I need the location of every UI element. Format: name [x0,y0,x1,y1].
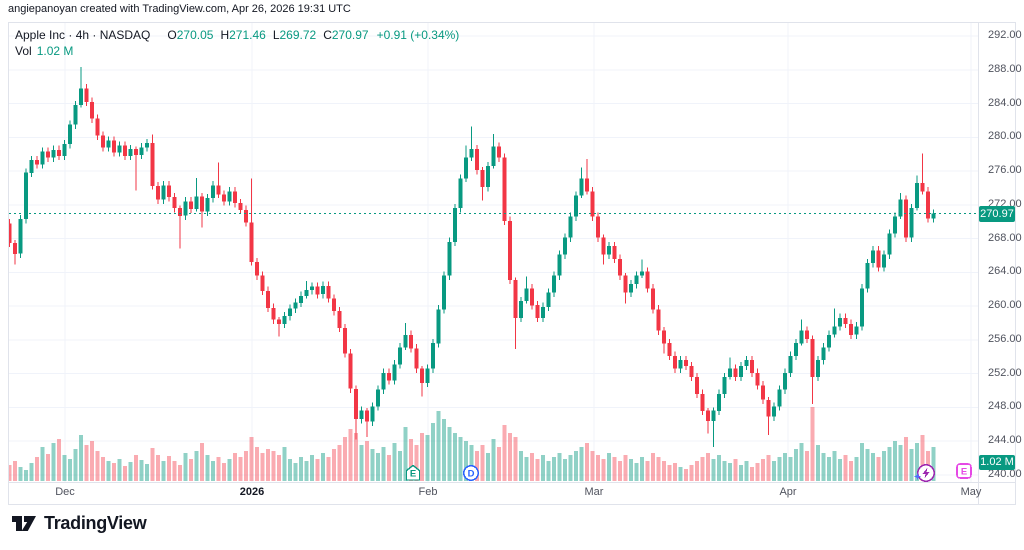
price-tick-label: 268.00 [988,231,1022,244]
price-tick-label: 248.00 [988,400,1022,413]
attribution-text: angiepanoyan created with TradingView.co… [8,3,351,15]
last-price-label: 270.97 [979,206,1015,222]
upcoming-earnings-marker[interactable]: E [956,463,972,479]
price-tick-label: 284.00 [988,96,1022,109]
price-change: +0.91 (+0.34%) [376,28,460,42]
tradingview-logo-icon [12,516,36,531]
price-tick-label: 252.00 [988,366,1022,379]
ohlc-value: 269.72 [279,28,317,42]
time-axis-separator [9,482,1015,483]
price-tick-label: 288.00 [988,62,1022,75]
time-tick-label-apr: Apr [779,486,797,498]
svg-text:E: E [410,468,416,479]
time-tick-label-feb: Feb [418,486,438,498]
time-tick-label-mar: Mar [584,486,604,498]
svg-text:D: D [468,468,475,479]
ohlc-letter: L [272,28,280,42]
svg-text:E: E [961,466,967,477]
price-tick-label: 264.00 [988,265,1022,278]
current-volume-label: 1.02 M [979,455,1015,470]
ohlc-letter: C [323,28,332,42]
ohlc-value: 271.46 [229,28,266,42]
ohlc-values: O270.05 H271.46 L269.72 C270.97 [160,28,368,42]
price-tick-label: 240.00 [988,467,1022,480]
ohlc-letter: H [220,28,230,42]
price-tick-label: 256.00 [988,332,1022,345]
tradingview-logo-text: TradingView [44,512,147,533]
price-tick-label: 276.00 [988,164,1022,177]
ohlc-letter: O [167,28,177,42]
ohlc-value: 270.05 [176,28,214,42]
chart-legend[interactable]: Apple Inc · 4h · NASDAQ O270.05 H271.46 L26… [15,27,459,59]
volume-legend-value: 1.02 M [36,44,74,58]
chart-widget: E D E Apple Inc · 4h · NASDAQ O270.05 H271.4… [8,22,1022,505]
volume-legend-label: Vol [15,44,32,58]
time-tick-label-2026: 2026 [239,486,265,498]
price-axis-separator [978,23,979,504]
price-tick-label: 260.00 [988,299,1022,312]
price-axis[interactable]: 292.00 288.00 284.00 280.00 276.00 272.00 268.… [979,23,1022,482]
time-tick-label-dec: Dec [55,486,75,498]
flash-marker[interactable] [914,464,935,482]
price-tick-label: 292.00 [988,29,1022,41]
earnings-marker[interactable]: E [405,464,421,481]
ohlc-value: 270.97 [331,28,369,42]
tradingview-logo[interactable]: TradingView [10,512,147,534]
price-tick-label: 280.00 [988,130,1022,143]
symbol-title[interactable]: Apple Inc · 4h · NASDAQ [15,28,151,42]
time-axis[interactable]: Dec 2026 Feb Mar Apr May [9,483,1015,504]
price-tick-label: 244.00 [988,434,1022,447]
time-tick-label-may: May [960,486,982,498]
dividend-marker[interactable]: D [463,465,479,481]
